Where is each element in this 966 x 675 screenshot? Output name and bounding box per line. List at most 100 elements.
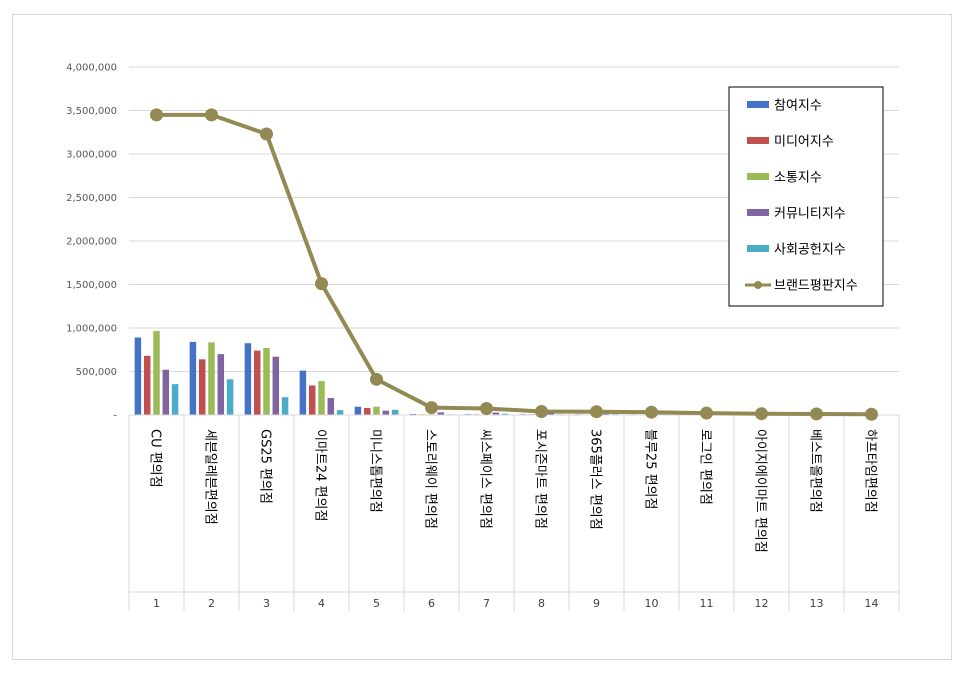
category-table: CU 편의점 1 세븐일레븐편의점 2 GS25 편의점 3 이마트24 편의점 4 미니스톱편…	[128, 414, 900, 611]
category-label: 아이지에이마트 편의점	[753, 429, 768, 553]
category-number: 6	[428, 597, 435, 610]
category-label: 포시즌마트 편의점	[533, 429, 548, 529]
bar-1-3	[244, 343, 252, 415]
bar-1-2	[189, 341, 197, 415]
line-point-5	[370, 372, 383, 386]
category-label: 스토리웨이 편의점	[423, 429, 438, 529]
legend-label: 참여지수	[774, 99, 822, 114]
bar-4-10	[657, 413, 665, 415]
category-number: 9	[593, 597, 600, 610]
category-number: 5	[373, 597, 380, 610]
y-tick-label: 1,000,000	[66, 324, 117, 335]
bar-5-7	[501, 413, 509, 415]
line-point-12	[755, 407, 768, 421]
category-number: 3	[263, 597, 270, 610]
bar-4-4	[327, 398, 335, 415]
category-label: 로그인 편의점	[698, 429, 713, 505]
legend-swatch	[747, 173, 769, 180]
bar-5-3	[281, 397, 289, 415]
line-point-3	[260, 127, 273, 141]
bar-5-5	[391, 409, 399, 415]
chart-frame: - 500,000 1,000,000 1,500,000 2,000,000 2,500…	[12, 14, 952, 660]
legend-label: 브랜드평판지수	[774, 279, 858, 294]
category-number: 11	[700, 597, 714, 610]
legend-swatch	[747, 209, 769, 216]
line-point-6	[425, 401, 438, 415]
bar-5-1	[171, 384, 179, 415]
bar-5-4	[336, 410, 344, 415]
bar-4-2	[217, 354, 225, 415]
legend-swatch	[747, 101, 769, 108]
bar-2-1	[143, 355, 151, 415]
y-tick-label: 500,000	[76, 367, 117, 378]
category-label: 씨스페이스 편의점	[478, 429, 493, 529]
bar-2-4	[308, 385, 316, 415]
legend-swatch	[747, 137, 769, 144]
bar-3-3	[263, 348, 270, 415]
bar-2-3	[253, 350, 261, 415]
category-number: 1	[153, 597, 160, 610]
category-label: 블루25 편의점	[643, 429, 658, 509]
bar-1-1	[134, 337, 142, 415]
line-point-10	[645, 405, 658, 419]
bar-4-9	[602, 413, 610, 415]
bar-5-2	[226, 379, 234, 415]
y-tick-label: 1,500,000	[66, 280, 117, 291]
legend-box	[728, 86, 884, 307]
bar-1-4	[299, 370, 307, 415]
y-axis: - 500,000 1,000,000 1,500,000 2,000,000 2,500…	[66, 63, 117, 422]
category-number: 4	[318, 597, 325, 610]
bar-3-4	[318, 381, 325, 415]
bar-4-8	[547, 413, 555, 415]
line-point-11	[700, 406, 713, 420]
category-number: 2	[208, 597, 215, 610]
bar-4-5	[382, 410, 390, 415]
y-tick-label: 3,000,000	[66, 150, 117, 161]
bar-2-2	[198, 359, 206, 415]
line-point-9	[590, 405, 603, 419]
legend-label: 소통지수	[774, 171, 822, 186]
category-number: 7	[483, 597, 490, 610]
legend-label: 미디어지수	[774, 135, 834, 150]
bar-4-3	[272, 356, 280, 415]
category-number: 14	[865, 597, 879, 610]
bar-2-5	[363, 408, 371, 415]
category-label: 베스트올편의점	[808, 429, 823, 513]
category-label: 세븐일레븐편의점	[203, 429, 218, 525]
bar-3-2	[208, 342, 215, 415]
bar-1-6	[409, 413, 417, 415]
legend-swatch	[747, 245, 769, 252]
category-number: 12	[755, 597, 769, 610]
category-label: CU 편의점	[148, 429, 163, 488]
legend-label: 사회공헌지수	[774, 243, 846, 258]
y-tick-label: 2,500,000	[66, 193, 117, 204]
bar-4-6	[437, 412, 445, 415]
y-tick-label: 4,000,000	[66, 63, 117, 74]
brand-reputation-chart: - 500,000 1,000,000 1,500,000 2,000,000 2,500…	[66, 63, 900, 611]
line-point-7	[480, 401, 493, 415]
bar-4-7	[492, 412, 500, 415]
bar-series	[134, 331, 894, 416]
line-series	[150, 108, 878, 421]
category-label: 이마트24 편의점	[313, 429, 328, 521]
line-point-2	[205, 108, 218, 122]
legend-label: 커뮤니티지수	[774, 207, 846, 222]
y-tick-label: -	[113, 411, 117, 422]
legend-marker	[754, 281, 762, 289]
line-point-4	[315, 277, 328, 291]
category-label: 하프타임편의점	[863, 429, 878, 513]
bar-3-1	[153, 331, 160, 415]
bar-4-1	[162, 369, 170, 415]
category-label: 365플러스 편의점	[588, 429, 603, 530]
bar-3-5	[373, 406, 380, 415]
y-tick-label: 3,500,000	[66, 106, 117, 117]
y-tick-label: 2,000,000	[66, 237, 117, 248]
line-point-14	[865, 407, 878, 421]
bar-1-5	[354, 406, 362, 415]
category-label: GS25 편의점	[258, 429, 273, 504]
category-label: 미니스톱편의점	[368, 429, 383, 513]
category-number: 10	[645, 597, 659, 610]
line-brand-reputation	[156, 112, 872, 417]
category-number: 8	[538, 597, 545, 610]
